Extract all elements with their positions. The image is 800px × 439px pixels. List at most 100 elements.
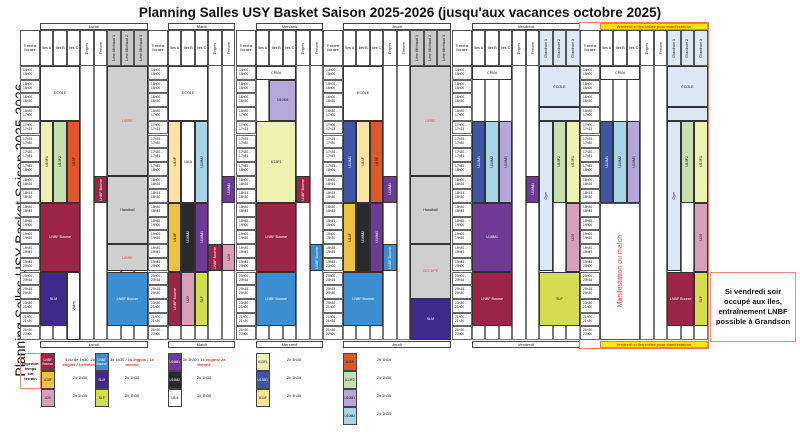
label: Grandson 2 [685, 38, 690, 58]
schedule-block[interactable]: U15F [66, 120, 81, 203]
schedule-block[interactable]: SLF [694, 271, 708, 327]
schedule-block[interactable]: SLM [40, 271, 67, 327]
schedule-block[interactable]: U20 [694, 203, 708, 272]
time-slot: 19h00 - 19h30 [148, 230, 168, 245]
schedule-block[interactable]: U16M2 [181, 203, 195, 272]
time-slot: 19h45 - 20h00 [323, 257, 343, 272]
time-slot: 20h30 - 21h00 [580, 298, 600, 313]
schedule-block[interactable]: Gym [539, 120, 553, 272]
schedule-block[interactable]: LNBF Bourse [208, 244, 222, 272]
room-header: Iles B [485, 30, 499, 66]
schedule-block[interactable]: ÉCOLE [40, 66, 81, 121]
schedule-block[interactable]: U20 [221, 244, 236, 272]
schedule-block[interactable] [539, 107, 580, 121]
label: Engins [301, 42, 306, 54]
schedule-block[interactable]: U16M1 [221, 175, 236, 203]
label: U16M1 [388, 183, 393, 196]
schedule-block[interactable]: U16M1 [525, 175, 540, 203]
label: Engins [388, 42, 393, 54]
schedule-block[interactable]: U10M2 [194, 120, 209, 203]
schedule-block[interactable]: U10M2 [613, 120, 627, 203]
schedule-block[interactable]: LIBRE [410, 66, 451, 176]
schedule-block[interactable]: ÉCOLE [168, 66, 209, 121]
time-slot: 21h00 - 21h30 [236, 312, 256, 327]
schedule-block[interactable]: U16M2 [356, 203, 370, 272]
label: U15F [374, 157, 379, 167]
time-slot: 21h00 - 21h30 [148, 312, 168, 327]
schedule-block[interactable]: LNBF Bourse [472, 271, 513, 327]
schedule-block[interactable]: ÉCOLE [343, 66, 384, 121]
schedule-block[interactable]: U13M1 [472, 120, 486, 203]
schedule-block[interactable]: SLF [194, 271, 209, 327]
time-slot: 18h45 - 19h00 [20, 216, 40, 231]
schedule-block[interactable]: U15F [369, 120, 384, 203]
schedule-block[interactable]: U20 [566, 203, 580, 272]
schedule-block[interactable]: LNBF Bourse [383, 244, 397, 272]
schedule-block[interactable]: LNBF Bourse [40, 203, 81, 272]
schedule-block[interactable]: LNBF Bourse [168, 271, 182, 327]
legend-description: 2x 1h30 [58, 375, 102, 389]
schedule-block[interactable]: U13M1 [600, 120, 614, 203]
time-slot: 15h00 - 16h00 [323, 79, 343, 94]
schedule-block[interactable]: LIBRE [107, 66, 148, 176]
day-header: Lundi [40, 23, 148, 30]
schedule-block[interactable]: U13M1 [343, 120, 357, 203]
schedule-block[interactable]: OCCUPÉ [410, 244, 451, 299]
schedule-block[interactable]: U13F1 [566, 120, 580, 203]
schedule-block[interactable]: Volley [66, 271, 81, 340]
schedule-block[interactable]: U13F2 [552, 120, 567, 203]
schedule-block[interactable]: U16M1 [472, 203, 513, 272]
grandson-note: Si vendredi soir occupé aux Iles, entraî… [710, 272, 796, 342]
schedule-block[interactable]: U16M1 [194, 203, 209, 272]
schedule-block[interactable]: U18F [343, 203, 357, 272]
schedule-block[interactable]: U10M1 [626, 120, 641, 203]
schedule-block[interactable] [667, 107, 708, 121]
schedule-block[interactable]: LNBF Bourse [256, 271, 297, 327]
schedule-block[interactable]: LNBF Bourse [256, 203, 297, 272]
page-title: Planning Salles USY Basket Saison 2025-2… [138, 5, 662, 20]
schedule-block[interactable]: U10M1 [269, 79, 297, 121]
schedule-block[interactable]: U13F2 [680, 120, 695, 203]
schedule-block[interactable]: LNBF Bourse [343, 271, 384, 327]
time-slot: 17h30 - 17h45 [323, 148, 343, 162]
time-slot: 21h30 - 22h00 [580, 326, 600, 340]
schedule-block[interactable]: U16M1 [369, 203, 384, 272]
schedule-block[interactable]: LNBF Bourse [93, 175, 108, 203]
time-slot: 20h00 - 20h15 [148, 271, 168, 286]
time-slot: 19h00 - 19h30 [323, 230, 343, 245]
schedule-block[interactable]: Handball [107, 175, 148, 245]
label: ÉCOLE [182, 91, 195, 96]
schedule-block[interactable]: U16M1 [383, 175, 397, 203]
schedule-block[interactable]: CPNV [256, 66, 297, 80]
legend-description: 2x 1h30 [110, 375, 154, 389]
schedule-block[interactable]: LNBF Bourse [296, 175, 310, 203]
day-header: Vendredi [472, 23, 580, 30]
schedule-block[interactable]: U14F [356, 120, 370, 203]
schedule-block[interactable]: U13F1 [40, 120, 54, 203]
schedule-block[interactable]: Gym [667, 120, 681, 272]
schedule-block[interactable]: U10M2 [485, 120, 499, 203]
schedule-block[interactable]: SLF [539, 271, 580, 327]
schedule-block[interactable]: Handball [410, 175, 451, 245]
schedule-block[interactable]: U13F2 [53, 120, 67, 203]
schedule-block[interactable]: CPNV [600, 66, 641, 80]
schedule-block[interactable]: ÉCOLE [667, 66, 708, 108]
schedule-block[interactable]: ÉCOLE [539, 66, 580, 108]
time-slot: 18h30 - 18h45 [580, 203, 600, 217]
schedule-block[interactable]: LNBF Bourse [309, 244, 324, 272]
label: U13F2 [557, 156, 562, 168]
schedule-block[interactable]: U8-9 [181, 120, 195, 203]
schedule-block[interactable]: LIBRE [107, 244, 148, 272]
label: U20 [226, 254, 231, 262]
time-slot: 20h30 - 21h00 [20, 298, 40, 313]
schedule-block[interactable]: SLM [410, 298, 451, 340]
schedule-block[interactable]: U14F [168, 120, 182, 203]
schedule-block[interactable]: U13F1 [256, 120, 297, 203]
schedule-block[interactable]: CPNV [472, 66, 513, 80]
schedule-block[interactable]: U18F [168, 203, 182, 272]
schedule-block[interactable]: U13F1 [694, 120, 708, 203]
schedule-block[interactable]: U10M1 [498, 120, 513, 203]
schedule-block[interactable]: U20 [181, 271, 195, 327]
schedule-block[interactable]: LNBF Bourse [667, 271, 695, 327]
schedule-block[interactable]: LNBF Bourse [107, 271, 148, 327]
